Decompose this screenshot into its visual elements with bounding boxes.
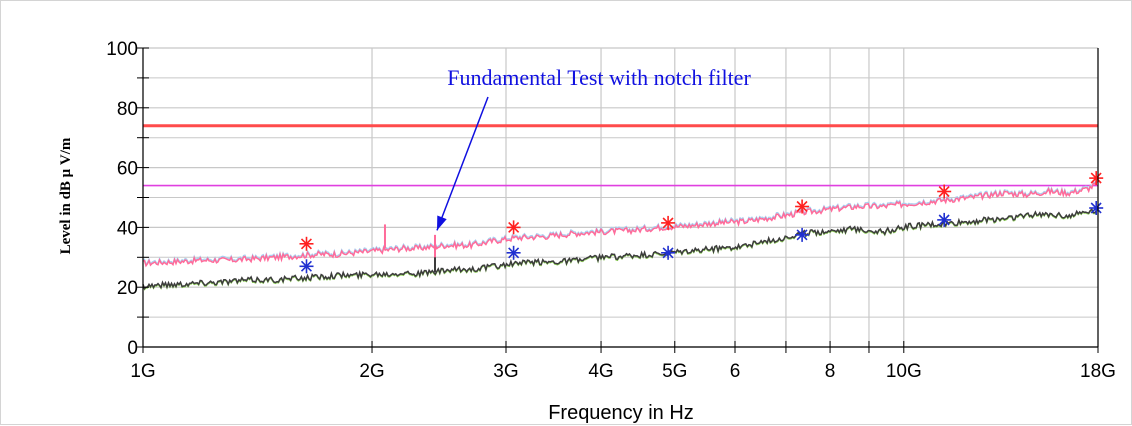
marker-stroke: [796, 200, 808, 212]
peak-marker: [661, 215, 676, 230]
peak-marker: [795, 199, 810, 214]
peak-marker: [299, 236, 314, 251]
grid: [142, 47, 1099, 348]
annotation-arrow-line: [436, 96, 489, 231]
x-axis-label: Frequency in Hz: [548, 402, 694, 424]
series-line: [142, 179, 1099, 268]
peak-marker: [661, 245, 676, 260]
x-tick-label: 3G: [493, 361, 518, 382]
annotation-arrow-head: [437, 215, 447, 231]
x-tick-label: 10G: [886, 361, 922, 382]
marker-stroke: [662, 247, 674, 259]
x-tick-label: 1G: [130, 361, 155, 382]
peak-marker: [937, 184, 952, 199]
peak-marker: [1089, 171, 1104, 186]
peak-markers: [299, 171, 1104, 274]
series-lines: [142, 178, 1099, 291]
axes: [137, 47, 1099, 353]
x-tick-label: 8: [825, 361, 836, 382]
x-tick-label: 4G: [588, 361, 613, 382]
x-tick-label: 5G: [662, 361, 687, 382]
peak-marker: [506, 245, 521, 260]
y-tick-label: 0: [127, 338, 138, 359]
marker-stroke: [796, 229, 808, 241]
y-tick-label: 20: [117, 278, 138, 299]
peak-marker: [937, 212, 952, 227]
y-tick-label: 100: [106, 39, 138, 60]
y-tick-label: 80: [117, 99, 138, 120]
peak-marker: [506, 220, 521, 235]
marker-stroke: [508, 247, 520, 259]
x-tick-label: 2G: [359, 361, 384, 382]
series-line-shadow: [142, 178, 1099, 266]
y-axis-label: Level in dB μ V/m: [58, 137, 74, 254]
x-tick-label: 6: [730, 361, 741, 382]
peak-marker: [299, 259, 314, 274]
annotation: Fundamental Test with notch filter: [436, 65, 751, 231]
marker-stroke: [300, 260, 312, 272]
marker-stroke: [1090, 172, 1102, 184]
series-line: [142, 207, 1099, 290]
x-tick-label: 18G: [1080, 361, 1116, 382]
y-tick-label: 40: [117, 218, 138, 239]
marker-stroke: [1090, 202, 1102, 214]
annotation-text: Fundamental Test with notch filter: [447, 65, 751, 90]
tick-labels: 0 20 40 60 80 100 1G 2G 3G 4G 5G 6 8 10G 18G: [106, 39, 1116, 382]
marker-stroke: [300, 238, 312, 250]
marker-stroke: [938, 186, 950, 198]
peak-marker: [1089, 201, 1104, 215]
marker-stroke: [662, 217, 674, 229]
limit-lines: [143, 124, 1098, 187]
y-tick-label: 60: [117, 159, 138, 180]
marker-stroke: [938, 214, 950, 226]
peak-marker: [795, 227, 810, 242]
marker-stroke: [508, 221, 520, 233]
